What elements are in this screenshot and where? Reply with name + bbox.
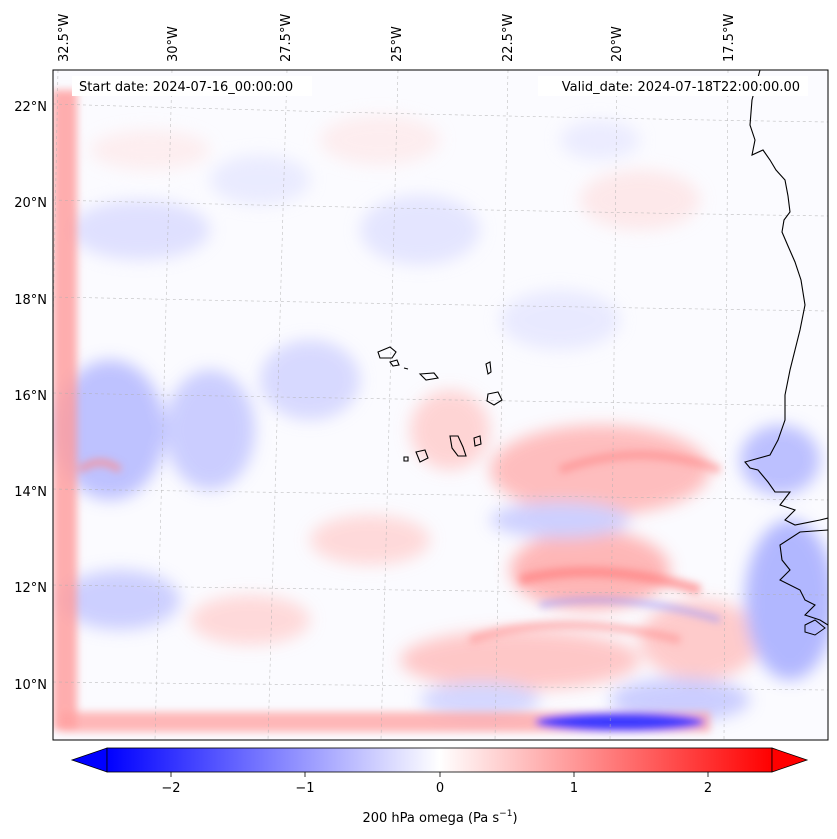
colorbar-body [106,747,773,773]
lat-label-10n: 10°N [14,678,47,693]
lat-label-22n: 22°N [14,100,47,115]
lon-label-30w: 30°W [166,26,181,62]
omega-field [53,70,828,740]
lat-label-12n: 12°N [14,581,47,596]
colorbar-extend-min [70,747,108,773]
latitude-labels: 22°N 20°N 18°N 16°N 14°N 12°N 10°N [14,100,47,693]
lat-label-18n: 18°N [14,293,47,308]
longitude-labels: 32.5°W 30°W 27.5°W 25°W 22.5°W 20°W 17.5… [57,14,737,62]
colorbar-extend-max [771,747,809,773]
colorbar-tick-2: 2 [704,781,712,796]
colorbar-tick-0: 0 [436,781,444,796]
map-gridlines [53,70,828,740]
colorbar-tick-neg2: −2 [161,781,180,796]
lat-label-14n: 14°N [14,485,47,500]
africa-coastline [744,70,828,526]
lat-label-20n: 20°N [14,196,47,211]
lat-label-16n: 16°N [14,389,47,404]
valid-date-label: Valid_date: 2024-07-18T22:00:00.00 [562,80,800,95]
colorbar: −2 −1 0 1 2 200 hPa omega (Pa s−1) [70,747,809,826]
lon-label-22-5w: 22.5°W [501,14,516,62]
map-frame [52,69,829,741]
cape-verde-islands [377,346,503,463]
lon-label-20w: 20°W [610,26,625,62]
start-date-label: Start date: 2024-07-16_00:00:00 [79,80,293,95]
lon-label-27-5w: 27.5°W [279,14,294,62]
colorbar-label: 200 hPa omega (Pa s−1) [362,809,517,826]
lon-label-32-5w: 32.5°W [57,14,72,62]
lon-label-17-5w: 17.5°W [722,14,737,62]
colorbar-tick-neg1: −1 [295,781,314,796]
colorbar-tick-1: 1 [570,781,578,796]
lon-label-25w: 25°W [390,26,405,62]
